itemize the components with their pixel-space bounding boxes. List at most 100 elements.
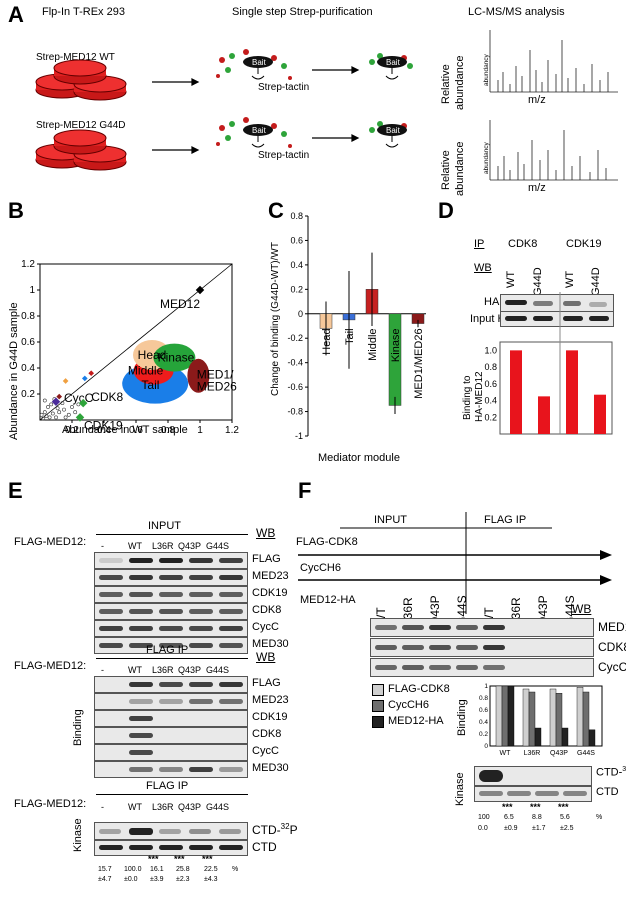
e-lane-label: G44S [206, 665, 230, 675]
band [129, 733, 153, 738]
d-wb-label: WB [474, 262, 492, 274]
band [219, 626, 243, 631]
f-row-label: MED12 [598, 620, 626, 634]
stat-sd: ±0.0 [124, 876, 138, 883]
wt-construct-label: Strep-MED12 WT [36, 52, 115, 63]
step2-label: Single step Strep-purification [232, 6, 373, 18]
band [589, 316, 609, 321]
module-med1-ellipse [187, 358, 210, 393]
d-input-ha-blot [500, 311, 614, 327]
e-lane-label: Q43P [178, 665, 202, 675]
category-label: G44S [577, 750, 595, 757]
y-tick-label: 1.2 [21, 259, 35, 270]
y-tick-label: 0.6 [290, 235, 303, 245]
band [563, 791, 587, 796]
band [99, 643, 123, 648]
stat-percent: % [596, 814, 603, 821]
module-tail-label: Tail [141, 378, 159, 392]
data-point [60, 401, 65, 406]
bar [495, 685, 503, 747]
module-middle-label: Middle [128, 364, 164, 378]
bar [594, 394, 606, 434]
band [533, 316, 553, 321]
e-flagip-rule-2 [96, 794, 248, 795]
band [159, 558, 183, 563]
band [129, 828, 153, 835]
stat-sd: 0.0 [478, 825, 488, 832]
e-input-row-label: MED30 [252, 638, 289, 650]
band [99, 626, 123, 631]
band [375, 645, 397, 650]
data-point [42, 398, 47, 403]
x-tick-label: 0.4 [97, 425, 111, 436]
band [129, 643, 153, 648]
stat-mean: 15.7 [98, 866, 112, 873]
stat-stars: *** [502, 802, 513, 812]
y-tick-label: 0.8 [290, 211, 303, 221]
band [483, 645, 505, 650]
d-cdk19-label: CDK19 [566, 238, 602, 250]
stat-stars: *** [148, 854, 159, 864]
e-ctd-label: CTD [252, 840, 277, 854]
y-tick-label: -0.6 [287, 382, 303, 392]
f-ctd32p-label: CTD-32P [596, 766, 626, 779]
stat-mean: 22.5 [204, 866, 218, 873]
y-tick-label: 0.8 [21, 311, 35, 322]
ctd-dash-text: CTD- [596, 766, 623, 779]
y-tick-label: -0.4 [287, 358, 303, 368]
band [533, 301, 553, 306]
data-point [57, 410, 62, 415]
band [159, 699, 183, 704]
e-flagip-title-2: FLAG IP [146, 780, 189, 792]
f-blot-row [370, 618, 594, 637]
data-point [44, 414, 49, 419]
e-input-blot-row [94, 620, 248, 637]
bar [555, 692, 563, 747]
band [456, 625, 478, 630]
band [99, 558, 123, 563]
bar-chart-d: 1.0 0.8 0.6 0.4 0.2 [484, 292, 613, 435]
y-tick-label: 0.8 [479, 695, 488, 702]
panel-a-schematic [35, 30, 618, 181]
bar [501, 685, 509, 747]
category-label: MED1/MED26 [413, 328, 425, 398]
bar [561, 727, 569, 747]
bar-chart-f: 1 0.8 0.6 0.4 0.2 0 WT L36R Q43P G44S [479, 683, 603, 757]
step3-label: LC-MS/MS analysis [468, 6, 565, 18]
scatter-plot-b: 0.2 0.4 0.6 0.8 1 1.2 0.2 0.4 0.6 0.8 1 1.2 HeadKina… [21, 259, 239, 436]
band [129, 716, 153, 721]
legend-swatch [372, 700, 384, 712]
module-head-label: Head [138, 348, 167, 362]
e-lane-label: L36R [152, 665, 174, 675]
stat-mean: 16.1 [150, 866, 164, 873]
x-tick-label: 0.6 [129, 425, 143, 436]
bar-chart-c: 0.8 0.6 0.4 0.2 0 -0.2 -0.4 -0.6 -0.8 -1 Head Tail M… [287, 211, 426, 441]
labeled-point-label: CycC [64, 391, 94, 405]
y-tick-label: 0.2 [484, 412, 497, 422]
x-tick-label: 1 [197, 425, 203, 436]
e-ip-row-label: CycC [252, 745, 279, 757]
stat-percent: % [232, 866, 239, 873]
legend-swatch [372, 716, 384, 728]
e-lane-label: - [101, 665, 104, 675]
band [129, 626, 153, 631]
e-input-blot-row [94, 603, 248, 620]
e-lane-label: WT [128, 541, 142, 551]
x-tick-label: 0.2 [65, 425, 79, 436]
e-input-row-label: MED23 [252, 570, 289, 582]
e-input-blot-row [94, 637, 248, 654]
band [219, 609, 243, 614]
bar [549, 688, 557, 747]
band [189, 626, 213, 631]
b-xlabel: Abundance in WT sample [62, 424, 188, 436]
stat-sd: ±3.9 [150, 876, 164, 883]
band [563, 301, 581, 306]
data-point [88, 370, 95, 377]
e-flag-med12-2: FLAG-MED12: [14, 660, 87, 672]
stat-sd: ±0.9 [504, 825, 518, 832]
data-point [62, 407, 66, 412]
band [429, 665, 451, 670]
band [219, 643, 243, 648]
band [189, 609, 213, 614]
